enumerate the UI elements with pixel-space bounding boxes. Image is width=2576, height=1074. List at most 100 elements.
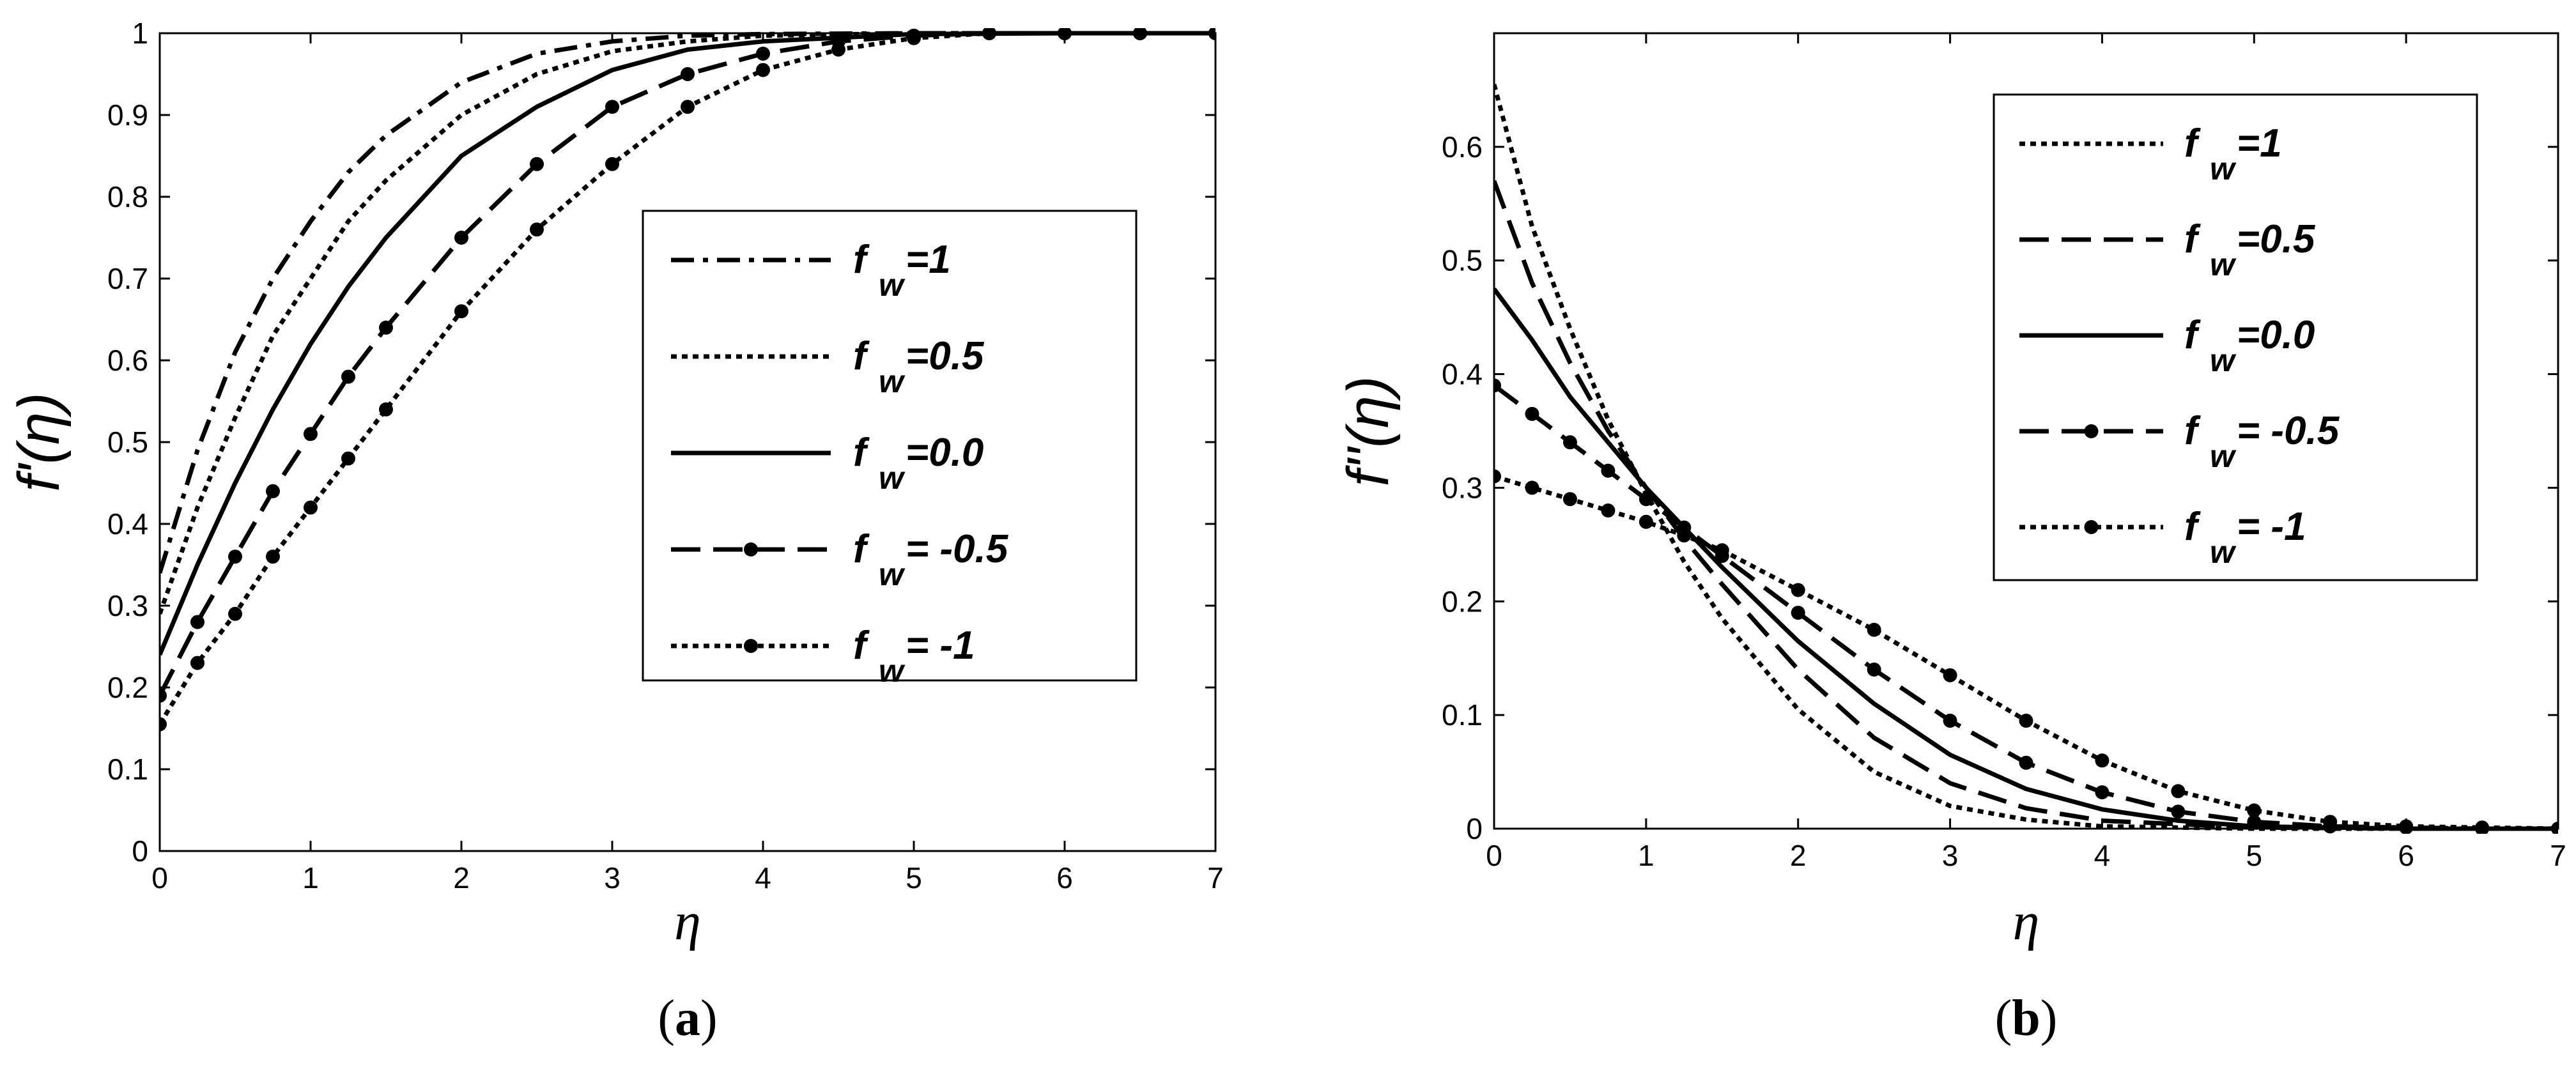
- series-marker: [2171, 804, 2186, 819]
- series-marker: [2247, 815, 2262, 829]
- series-marker: [1639, 492, 1653, 507]
- series-marker: [2399, 819, 2414, 834]
- x-tick-label: 6: [2398, 839, 2414, 872]
- series-marker: [907, 31, 921, 45]
- y-tick-label: 0.3: [1442, 471, 1483, 504]
- legend-name-tail: = -1: [906, 624, 975, 668]
- series-marker: [379, 402, 393, 417]
- series-marker: [228, 549, 242, 564]
- y-axis-title: f''(η): [1336, 376, 1401, 486]
- series-marker: [266, 549, 280, 564]
- legend-name-tail: =0.0: [906, 431, 983, 475]
- series-marker: [530, 157, 544, 171]
- x-tick-label: 3: [1942, 839, 1959, 872]
- legend-swatch-marker: [744, 639, 758, 653]
- series-group: [1494, 84, 2558, 834]
- x-tick-label: 5: [906, 861, 922, 894]
- legend-name-tail: = -0.5: [906, 527, 1009, 571]
- series-marker: [1562, 435, 1577, 450]
- series-marker: [266, 484, 280, 498]
- y-tick-label: 0: [1466, 812, 1483, 845]
- series-marker: [681, 67, 695, 81]
- series-marker: [228, 606, 242, 621]
- series-marker: [190, 656, 204, 670]
- x-tick-label: 1: [1638, 839, 1654, 872]
- series-line: [1494, 383, 2558, 831]
- y-tick-label: 0.4: [107, 507, 148, 541]
- series-marker: [1133, 28, 1147, 40]
- series-marker: [756, 47, 770, 61]
- series-line: [160, 31, 1215, 574]
- legend-name-subscript: w: [879, 653, 906, 689]
- series-line: [1494, 288, 2558, 831]
- panel-label-letter: b: [2012, 990, 2040, 1047]
- y-axis-title-main: f'': [1336, 445, 1401, 486]
- x-tick-label: 4: [755, 861, 771, 894]
- series-marker: [379, 320, 393, 335]
- series-line: [160, 31, 1215, 726]
- x-tick-label: 7: [1207, 861, 1224, 894]
- series-marker: [982, 28, 996, 40]
- y-tick-label: 0.1: [107, 753, 148, 786]
- series-marker: [1867, 622, 1881, 637]
- y-tick-label: 0.5: [107, 426, 148, 459]
- legend-name-subscript: w: [879, 556, 906, 592]
- x-tick-label: 0: [151, 861, 168, 894]
- y-axis-title-arg: (η): [1336, 376, 1401, 447]
- series-marker: [304, 500, 318, 515]
- legend-name-tail: = -0.5: [2237, 409, 2340, 453]
- y-tick-label: 1: [132, 17, 148, 50]
- y-tick-label: 0.6: [107, 344, 148, 377]
- panel-label-letter: a: [675, 990, 700, 1047]
- y-axis-title: f'(η): [6, 392, 72, 491]
- series-marker: [1058, 28, 1072, 40]
- series-marker: [160, 717, 167, 732]
- series-marker: [1943, 668, 1957, 682]
- series-marker: [2475, 820, 2490, 834]
- series-marker: [2019, 714, 2033, 728]
- y-tick-label: 0.9: [107, 98, 148, 132]
- panel-label-close-paren: ): [2040, 990, 2058, 1047]
- legend-name-subscript: w: [2210, 247, 2237, 282]
- series-marker: [1494, 378, 1501, 393]
- series-marker: [2171, 784, 2186, 799]
- y-tick-label: 0.3: [107, 589, 148, 622]
- series-marker: [530, 222, 544, 237]
- series-marker: [681, 100, 695, 114]
- y-axis-title-main: f': [6, 462, 72, 492]
- legend-swatch-marker: [2084, 520, 2099, 534]
- y-tick-label: 0.5: [1442, 244, 1483, 277]
- y-tick-label: 0.8: [107, 180, 148, 213]
- series-line: [160, 31, 1215, 615]
- series-marker: [1494, 469, 1501, 484]
- series-marker: [1677, 528, 1692, 543]
- series-marker: [454, 231, 468, 245]
- panel-label: (b): [1995, 990, 2058, 1047]
- y-tick-label: 0.4: [1442, 358, 1483, 391]
- series-line: [1494, 180, 2558, 831]
- y-tick-label: 0.7: [107, 262, 148, 295]
- series-marker: [1525, 480, 1539, 495]
- series-marker: [304, 427, 318, 441]
- x-tick-label: 0: [1486, 839, 1502, 872]
- x-tick-label: 4: [2094, 839, 2111, 872]
- legend-name-subscript: w: [2210, 438, 2237, 474]
- series-marker: [1791, 583, 1805, 597]
- x-axis-title: η: [2013, 892, 2040, 951]
- x-tick-label: 3: [604, 861, 621, 894]
- legend-name-subscript: w: [2210, 342, 2237, 378]
- legend-name-tail: =1: [2237, 121, 2282, 165]
- series-marker: [605, 100, 619, 114]
- series-marker: [2551, 822, 2558, 834]
- panel-label-open-paren: (: [1995, 990, 2012, 1047]
- y-tick-label: 0.6: [1442, 130, 1483, 164]
- plot-frame: [1493, 32, 2559, 830]
- x-axis-title: η: [674, 892, 701, 951]
- y-tick-label: 0.2: [1442, 585, 1483, 618]
- legend-name-subscript: w: [879, 364, 906, 399]
- series-marker: [1601, 463, 1616, 478]
- series-marker: [2095, 785, 2109, 800]
- series-marker: [1943, 714, 1957, 728]
- series-group: [160, 28, 1215, 732]
